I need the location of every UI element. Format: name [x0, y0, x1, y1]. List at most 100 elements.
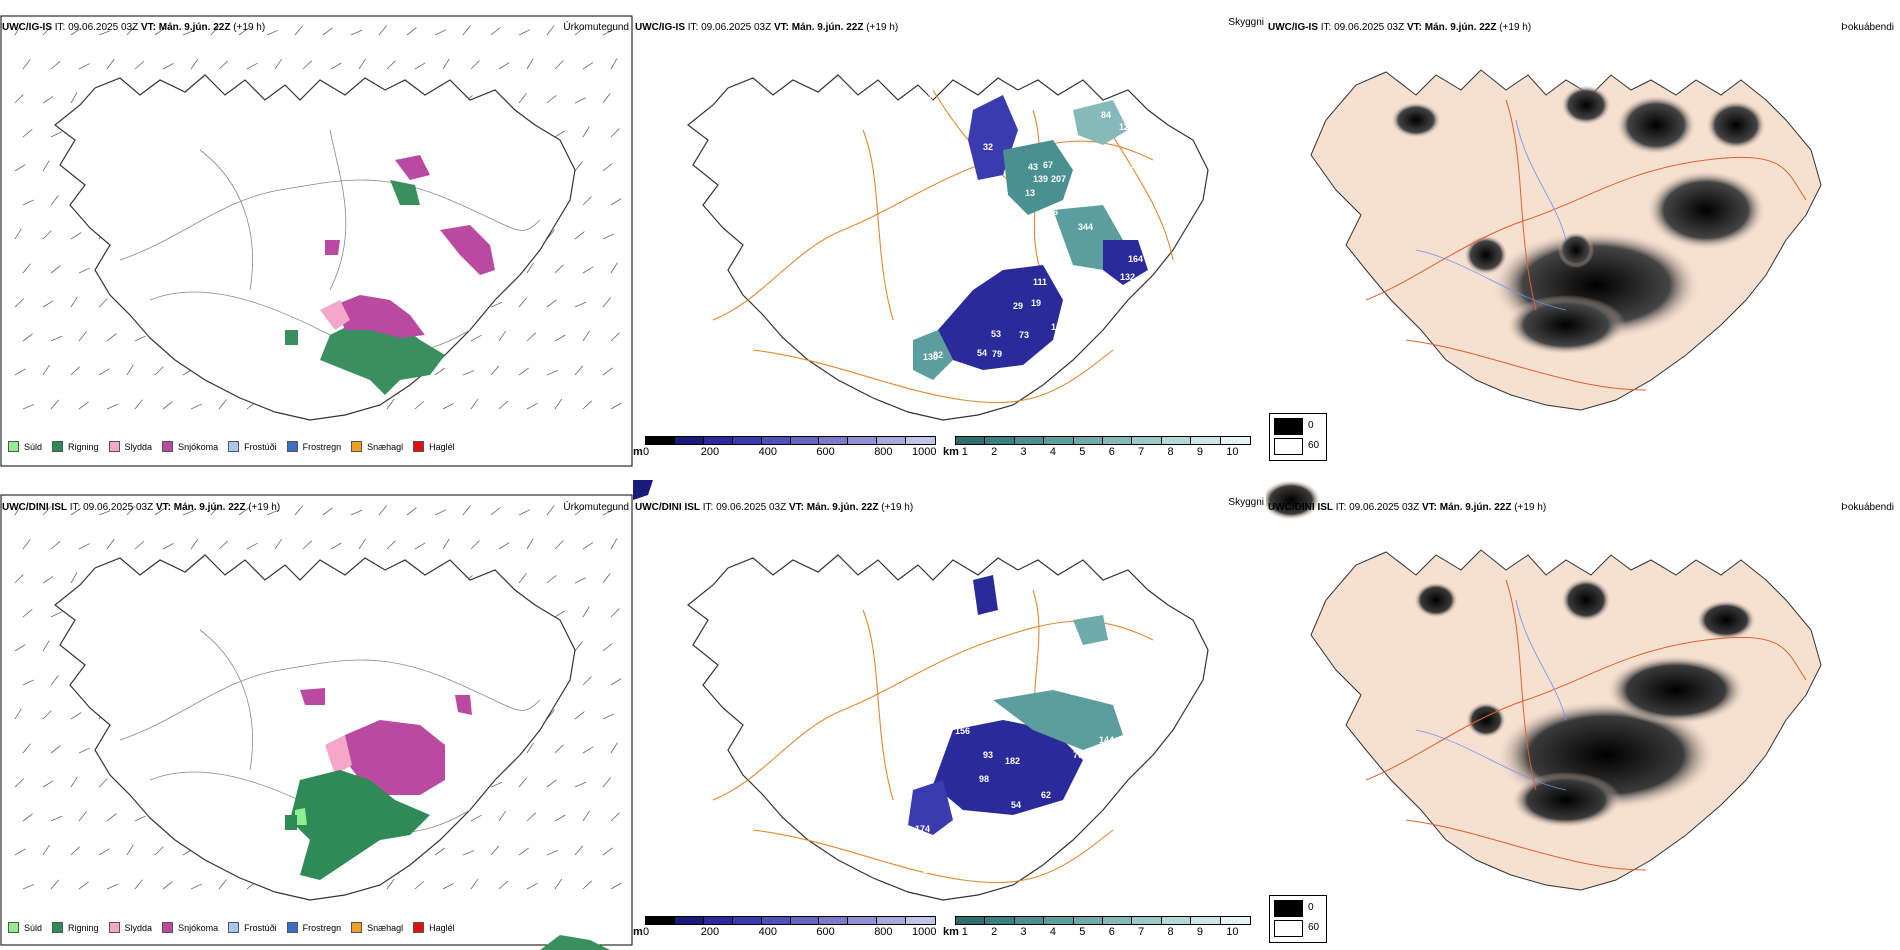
precip-blobs — [285, 688, 610, 950]
wind-barb — [294, 505, 304, 516]
it-label: IT: — [702, 502, 714, 513]
panel-title: Skyggni — [1228, 497, 1264, 508]
wind-barb — [22, 813, 33, 822]
visibility-colorbar: km 1 2 3 4 5 6 7 8 9 10 — [943, 436, 1253, 464]
visibility-value-label: 29 — [1013, 301, 1023, 311]
colorbar-swatch — [1131, 916, 1163, 925]
wind-barb — [50, 335, 63, 342]
wind-barb — [78, 811, 87, 822]
wind-barb — [106, 883, 119, 890]
ceiling-colorbar: m 0 200 400 600 800 1000 — [633, 436, 938, 464]
wind-barb — [610, 882, 622, 890]
wind-barb — [490, 365, 500, 376]
lead-time: (+19 h) — [1499, 22, 1532, 33]
visibility-value-label: 62 — [1041, 790, 1051, 800]
wind-barb — [498, 810, 507, 822]
wind-barb — [98, 510, 111, 516]
wind-barb — [554, 130, 566, 138]
wind-barb — [134, 815, 147, 822]
visibility-value-label: 54 — [1011, 800, 1021, 810]
colorbar-tick: 9 — [1196, 926, 1204, 938]
wind-barb — [42, 230, 52, 240]
wind-barb — [442, 883, 454, 890]
vt-label: VT: — [1421, 502, 1437, 513]
wind-barb — [14, 644, 26, 652]
wind-barb — [602, 573, 611, 584]
visibility-value-label: 182 — [1005, 756, 1020, 766]
wind-barb — [386, 60, 396, 70]
visibility-value-label: 15 — [893, 102, 903, 112]
wind-barb — [602, 93, 611, 104]
wind-barb — [70, 296, 78, 308]
wind-barb — [582, 810, 590, 822]
visibility-value-label: 29 — [1103, 687, 1113, 697]
wind-barb — [78, 747, 91, 754]
wind-barb — [22, 333, 33, 342]
legend-swatch — [108, 441, 120, 452]
wind-barb — [182, 510, 195, 516]
wind-barb — [406, 27, 417, 36]
wind-barb — [14, 708, 22, 720]
precip-legend: Súld Rigning Slydda Snjókoma Frostúði Frostre… — [8, 922, 455, 933]
wind-barb — [70, 92, 78, 104]
wind-barb — [134, 540, 145, 550]
wind-barb — [610, 332, 620, 342]
wind-barb — [70, 507, 82, 516]
wind-barb — [274, 58, 283, 70]
legend-swatch — [413, 922, 425, 933]
legend-label: Frostregn — [302, 922, 342, 933]
wind-barb — [22, 59, 31, 70]
wind-barb — [582, 62, 594, 70]
wind-barb — [582, 880, 593, 890]
visibility-value-label: 13 — [1025, 188, 1035, 198]
colorbar-tick: 400 — [758, 926, 777, 938]
wind-barb — [470, 878, 479, 890]
visibility-value-label: 43 — [1028, 162, 1038, 172]
wind-barb — [574, 161, 583, 172]
wind-barb — [22, 403, 35, 410]
wind-barb — [554, 540, 564, 550]
it-value: 09.06.2025 03Z — [1349, 502, 1420, 513]
wind-barb — [546, 779, 557, 788]
fog-legend-swatch — [1274, 438, 1303, 455]
visibility-value-label: 54 — [943, 867, 953, 877]
fog-legend-label: 60 — [1308, 440, 1320, 451]
wind-barb — [378, 25, 387, 36]
wind-barb — [70, 712, 82, 720]
visibility-value-label: 54 — [977, 348, 987, 358]
panel-title: Skyggni — [1228, 17, 1264, 28]
wind-barb — [574, 711, 585, 720]
visibility-value-label: 84 — [1101, 110, 1111, 120]
wind-barb — [246, 62, 258, 70]
colorbar-swatch — [760, 436, 792, 445]
colorbar-tick: 1000 — [912, 446, 937, 458]
colorbar-swatch — [702, 916, 734, 925]
colorbar-swatch — [847, 436, 879, 445]
visibility-blobs — [913, 95, 1148, 380]
wind-barb — [582, 606, 590, 618]
wind-barb — [14, 778, 24, 788]
wind-barb — [190, 883, 203, 890]
wind-barb — [574, 506, 585, 516]
legend-label: Snæhagl — [367, 441, 404, 452]
wind-barb — [554, 334, 566, 342]
visibility-colorbar: km 1 2 3 4 5 6 7 8 9 10 — [943, 916, 1253, 944]
wind-barb — [554, 878, 563, 890]
roads — [1365, 579, 1807, 871]
it-value: 09.06.2025 03Z — [1334, 22, 1405, 33]
wind-barb — [498, 330, 507, 342]
vt-value: Mán. 9.jún. 22Z — [158, 22, 231, 33]
wind-barb — [470, 398, 479, 410]
vt-label: VT: — [773, 22, 789, 33]
fog-legend-swatch — [1274, 900, 1303, 917]
wind-barb — [42, 640, 50, 652]
wind-barb — [246, 542, 258, 550]
fog-legend-label: 60 — [1308, 922, 1320, 933]
legend-label: Súld — [24, 441, 43, 452]
wind-barb — [134, 879, 143, 890]
wind-barb — [546, 505, 555, 516]
wind-barb — [78, 401, 89, 410]
fog-blobs — [1266, 480, 1756, 828]
wind-barb — [190, 58, 199, 70]
